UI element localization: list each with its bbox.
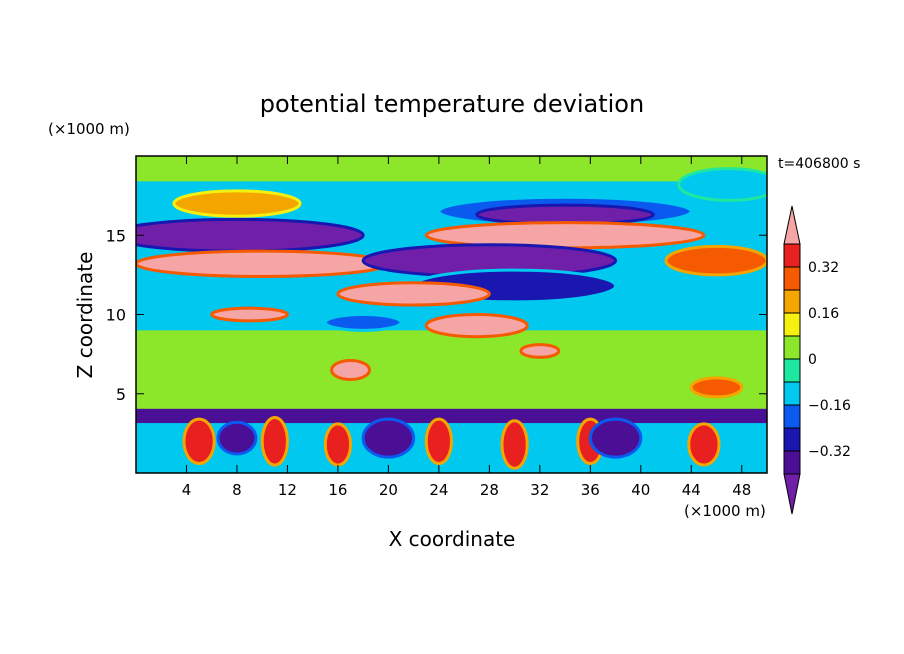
colorbar-box — [783, 381, 801, 406]
colorbar-label: −0.32 — [808, 444, 851, 460]
field-region-28 — [216, 420, 258, 456]
colorbar-label: 0.32 — [808, 260, 839, 276]
field-region-15 — [330, 358, 371, 381]
x-tick-label: 36 — [581, 481, 600, 499]
field-region-17 — [689, 376, 744, 399]
colorbar-label: 0.16 — [808, 306, 839, 322]
colorbar-box — [783, 312, 801, 337]
colorbar-box — [783, 289, 801, 314]
field-region-25 — [687, 422, 721, 467]
colorbar-box — [783, 335, 801, 360]
field-region-22 — [424, 417, 454, 465]
colorbar-box — [783, 427, 801, 452]
x-axis: 4 8 12 16 20 24 28 32 36 40 44 48 — [182, 156, 751, 499]
colorbar-box — [783, 404, 801, 429]
contour-field — [136, 156, 767, 473]
time-label: t=406800 s — [778, 156, 860, 172]
colorbar-label: 0 — [808, 352, 817, 368]
y-axis-label: Z coordinate — [73, 252, 97, 379]
y-unit-label: (×1000 m) — [48, 120, 130, 138]
field-region-7 — [136, 249, 390, 278]
field-region-16 — [519, 343, 561, 359]
x-tick-label: 4 — [182, 481, 192, 499]
colorbar-label: −0.16 — [808, 398, 851, 414]
x-tick-label: 28 — [480, 481, 499, 499]
field-region-27 — [588, 417, 643, 459]
field-region-19 — [182, 417, 216, 465]
field-region-14 — [323, 313, 403, 332]
field-region-11 — [336, 281, 491, 307]
colorbar-box — [783, 450, 801, 475]
chart-title: potential temperature deviation — [260, 90, 644, 118]
field-band-18 — [136, 408, 767, 424]
field-band-0 — [136, 156, 767, 182]
x-tick-label: 40 — [631, 481, 650, 499]
y-tick-label: 10 — [106, 306, 126, 325]
x-tick-label: 24 — [429, 481, 448, 499]
x-tick-label: 16 — [328, 481, 347, 499]
x-tick-label: 12 — [278, 481, 297, 499]
colorbar-box — [783, 266, 801, 291]
y-axis: 5 10 15 — [106, 226, 767, 404]
field-region-2 — [172, 189, 302, 218]
colorbar: 0.32 0.16 0 −0.16 −0.32 — [783, 205, 851, 515]
y-tick-label: 15 — [106, 226, 126, 245]
field-band — [136, 330, 767, 410]
colorbar-min-arrow — [783, 473, 801, 515]
field-region-26 — [361, 417, 416, 459]
x-tick-label: 20 — [379, 481, 398, 499]
x-tick-label: 8 — [232, 481, 242, 499]
x-unit-label: (×1000 m) — [684, 502, 766, 520]
x-tick-label: 48 — [732, 481, 751, 499]
field-region-12 — [424, 313, 529, 339]
field-region-9 — [664, 244, 767, 277]
field-region-1 — [677, 167, 767, 202]
colorbar-box — [783, 243, 801, 268]
x-tick-label: 44 — [682, 481, 701, 499]
field-region-20 — [260, 416, 289, 467]
y-tick-label: 5 — [116, 385, 126, 404]
field-region-13 — [210, 306, 289, 323]
x-tick-label: 32 — [530, 481, 549, 499]
field-region-21 — [323, 422, 353, 467]
colorbar-max-arrow — [783, 205, 801, 245]
colorbar-box — [783, 358, 801, 383]
field-region-5 — [136, 217, 365, 253]
field-region-23 — [500, 419, 529, 470]
x-axis-label: X coordinate — [389, 527, 516, 551]
